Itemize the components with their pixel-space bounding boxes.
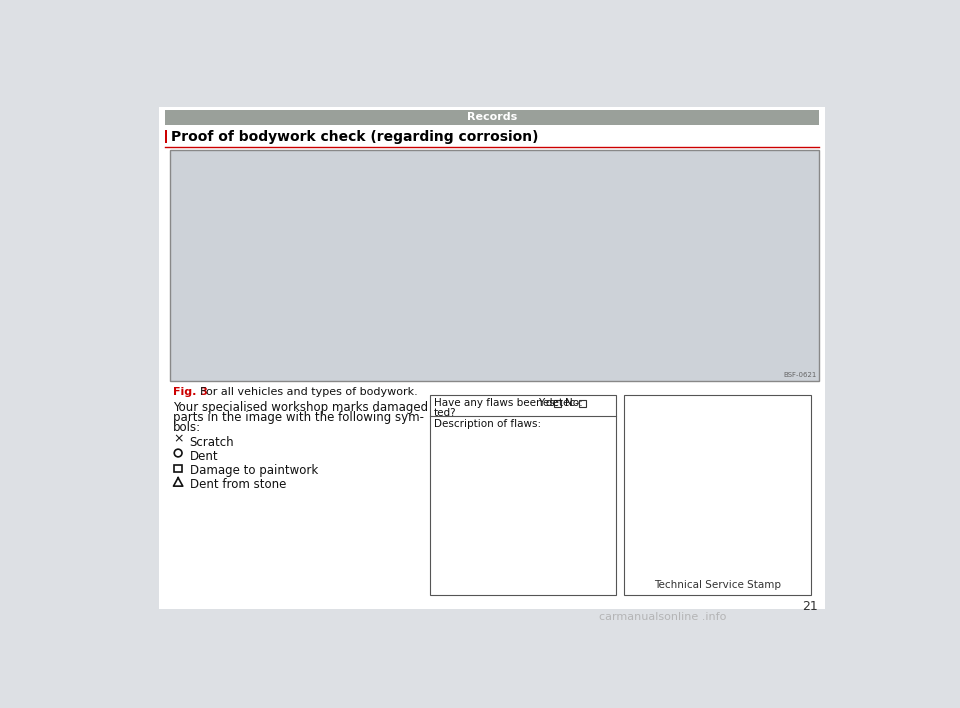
Text: Have any flaws been detec-: Have any flaws been detec- xyxy=(434,399,579,409)
Text: ted?: ted? xyxy=(434,408,457,418)
Text: Yes:: Yes: xyxy=(539,399,559,409)
Text: For all vehicles and types of bodywork.: For all vehicles and types of bodywork. xyxy=(200,387,418,396)
Text: Dent from stone: Dent from stone xyxy=(190,478,286,491)
Text: No:: No: xyxy=(564,399,583,409)
Bar xyxy=(165,110,819,125)
Bar xyxy=(579,400,586,407)
Text: Dent: Dent xyxy=(190,450,218,463)
Text: parts in the image with the following sym-: parts in the image with the following sy… xyxy=(173,411,423,423)
Text: bols:: bols: xyxy=(173,421,201,434)
Text: Scratch: Scratch xyxy=(190,436,234,449)
Bar xyxy=(624,394,811,595)
Text: Damage to paintwork: Damage to paintwork xyxy=(190,464,318,476)
Text: Description of flaws:: Description of flaws: xyxy=(434,419,541,429)
Text: Records: Records xyxy=(467,113,517,122)
Bar xyxy=(175,464,182,472)
Bar xyxy=(170,149,819,381)
Text: Proof of bodywork check (regarding corrosion): Proof of bodywork check (regarding corro… xyxy=(171,130,539,144)
Bar xyxy=(554,400,561,407)
Bar xyxy=(158,106,826,609)
Text: 21: 21 xyxy=(802,600,818,613)
Text: ×: × xyxy=(173,433,183,445)
Text: Fig. 3: Fig. 3 xyxy=(173,387,207,396)
Text: Your specialised workshop marks damaged: Your specialised workshop marks damaged xyxy=(173,401,428,413)
Bar xyxy=(165,130,167,144)
Text: BSF-0621: BSF-0621 xyxy=(783,372,817,378)
Text: Technical Service Stamp: Technical Service Stamp xyxy=(654,580,781,590)
Bar xyxy=(430,394,616,595)
Text: carmanualsonline .info: carmanualsonline .info xyxy=(599,612,726,622)
